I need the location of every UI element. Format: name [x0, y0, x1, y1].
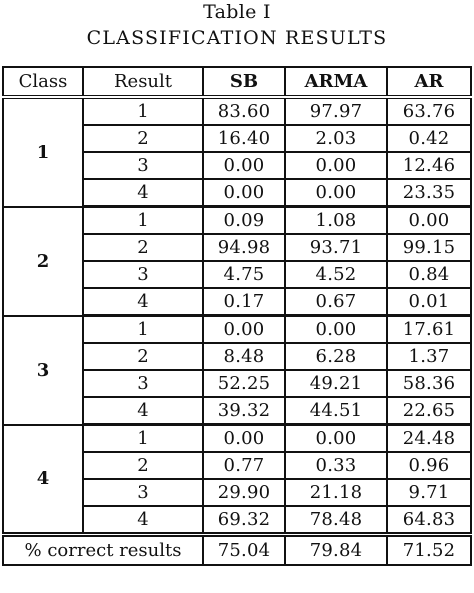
- header-ar: AR: [386, 66, 472, 98]
- total-label: % correct results: [2, 532, 204, 566]
- table-row: 2 0.77 0.33 0.96: [3, 451, 472, 480]
- arma-cell: 49.21: [284, 369, 388, 398]
- table-row: 2 8.48 6.28 1.37: [3, 342, 472, 371]
- ar-cell: 64.83: [386, 505, 472, 536]
- table-row: 4 39.32 44.51 22.65: [3, 396, 472, 426]
- sb-cell: 8.48: [202, 342, 286, 371]
- arma-cell: 0.00: [284, 178, 388, 208]
- result-cell: 4: [82, 396, 204, 426]
- header-result: Result: [82, 66, 204, 98]
- ar-cell: 0.01: [386, 287, 472, 317]
- arma-cell: 78.48: [284, 505, 388, 536]
- arma-cell: 0.67: [284, 287, 388, 317]
- arma-cell: 21.18: [284, 478, 388, 507]
- table-row: 4 0.17 0.67 0.01: [3, 287, 472, 317]
- sb-cell: 0.09: [202, 205, 286, 235]
- classification-results-table: Class Result SB ARMA AR 1 1 83.60 97.97 …: [2, 66, 472, 566]
- table-row: 1 1 83.60 97.97 63.76: [2, 96, 472, 208]
- sb-cell: 94.98: [202, 233, 286, 262]
- arma-cell: 93.71: [284, 233, 388, 262]
- ar-cell: 9.71: [386, 478, 472, 507]
- result-cell: 1: [82, 314, 204, 344]
- arma-cell: 6.28: [284, 342, 388, 371]
- total-ar: 71.52: [386, 532, 472, 566]
- sb-cell: 69.32: [202, 505, 286, 536]
- sb-cell: 0.17: [202, 287, 286, 317]
- table-row: 3 1 0.00 0.00 17.61: [2, 314, 472, 426]
- arma-cell: 0.33: [284, 451, 388, 480]
- arma-cell: 44.51: [284, 396, 388, 426]
- class-cell: 2: [2, 205, 84, 317]
- result-cell: 1: [82, 423, 204, 453]
- result-cell: 2: [82, 342, 204, 371]
- class-cell: 3: [2, 314, 84, 426]
- total-arma: 79.84: [284, 532, 388, 566]
- class-cell: 1: [2, 96, 84, 208]
- result-cell: 3: [82, 478, 204, 507]
- sb-cell: 0.00: [202, 423, 286, 453]
- total-sb: 75.04: [202, 532, 286, 566]
- ar-cell: 22.65: [386, 396, 472, 426]
- ar-cell: 0.00: [386, 205, 472, 235]
- sb-cell: 29.90: [202, 478, 286, 507]
- table-row: 3 0.00 0.00 12.46: [3, 151, 472, 180]
- ar-cell: 63.76: [386, 96, 472, 126]
- table-row: 3 52.25 49.21 58.36: [3, 369, 472, 398]
- ar-cell: 24.48: [386, 423, 472, 453]
- result-cell: 4: [82, 287, 204, 317]
- table-row: 2 16.40 2.03 0.42: [3, 124, 472, 153]
- ar-cell: 0.84: [386, 260, 472, 289]
- sb-cell: 16.40: [202, 124, 286, 153]
- ar-cell: 17.61: [386, 314, 472, 344]
- table-row: 3 29.90 21.18 9.71: [3, 478, 472, 507]
- table-row: 4 1 0.00 0.00 24.48: [2, 423, 472, 536]
- sb-cell: 4.75: [202, 260, 286, 289]
- header-sb: SB: [202, 66, 286, 98]
- sb-cell: 0.00: [202, 314, 286, 344]
- table-row: 4 0.00 0.00 23.35: [3, 178, 472, 208]
- class-cell: 4: [2, 423, 84, 536]
- arma-cell: 2.03: [284, 124, 388, 153]
- result-cell: 2: [82, 451, 204, 480]
- header-arma: ARMA: [284, 66, 388, 98]
- ar-cell: 23.35: [386, 178, 472, 208]
- arma-cell: 4.52: [284, 260, 388, 289]
- table-row: 2 1 0.09 1.08 0.00: [2, 205, 472, 317]
- table-caption-title: CLASSIFICATION RESULTS: [86, 27, 388, 49]
- result-cell: 2: [82, 233, 204, 262]
- total-row: % correct results 75.04 79.84 71.52: [2, 532, 472, 566]
- result-cell: 3: [82, 151, 204, 180]
- header-class: Class: [2, 66, 84, 98]
- sb-cell: 0.00: [202, 151, 286, 180]
- ar-cell: 99.15: [386, 233, 472, 262]
- table-row: 3 4.75 4.52 0.84: [3, 260, 472, 289]
- result-cell: 1: [82, 205, 204, 235]
- table-caption-number: Table I: [203, 1, 271, 23]
- ar-cell: 0.42: [386, 124, 472, 153]
- arma-cell: 0.00: [284, 151, 388, 180]
- ar-cell: 58.36: [386, 369, 472, 398]
- result-cell: 3: [82, 260, 204, 289]
- table-row: 2 94.98 93.71 99.15: [3, 233, 472, 262]
- result-cell: 4: [82, 505, 204, 536]
- result-cell: 4: [82, 178, 204, 208]
- result-cell: 1: [82, 96, 204, 126]
- sb-cell: 39.32: [202, 396, 286, 426]
- arma-cell: 0.00: [284, 423, 388, 453]
- ar-cell: 12.46: [386, 151, 472, 180]
- arma-cell: 97.97: [284, 96, 388, 126]
- arma-cell: 0.00: [284, 314, 388, 344]
- sb-cell: 0.77: [202, 451, 286, 480]
- header-row: Class Result SB ARMA AR: [2, 66, 472, 98]
- sb-cell: 52.25: [202, 369, 286, 398]
- sb-cell: 83.60: [202, 96, 286, 126]
- sb-cell: 0.00: [202, 178, 286, 208]
- arma-cell: 1.08: [284, 205, 388, 235]
- result-cell: 2: [82, 124, 204, 153]
- table-row: 4 69.32 78.48 64.83: [3, 505, 472, 536]
- ar-cell: 0.96: [386, 451, 472, 480]
- ar-cell: 1.37: [386, 342, 472, 371]
- result-cell: 3: [82, 369, 204, 398]
